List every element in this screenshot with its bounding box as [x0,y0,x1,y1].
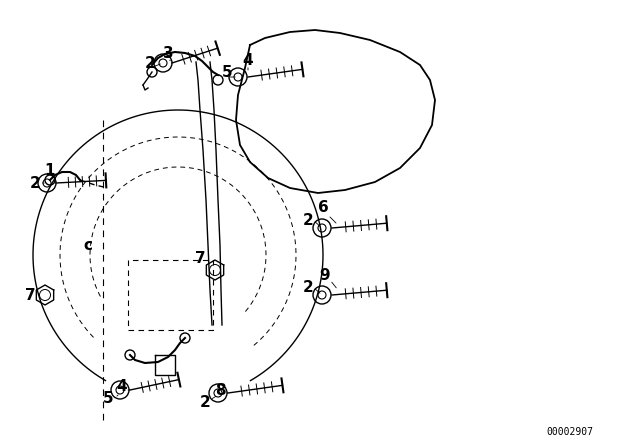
Text: 4: 4 [243,52,253,68]
Text: 2: 2 [303,280,314,294]
Text: 4: 4 [116,379,127,393]
Text: 3: 3 [163,46,173,60]
Text: 2: 2 [29,176,40,190]
Text: 9: 9 [320,267,330,283]
Text: 2: 2 [200,395,211,409]
Text: 00002907: 00002907 [547,427,593,437]
Text: 8: 8 [214,383,225,397]
Text: 6: 6 [317,199,328,215]
Text: 5: 5 [221,65,232,79]
Text: 2: 2 [145,56,156,70]
Text: c: c [83,237,93,253]
Text: 1: 1 [45,163,55,177]
Text: 7: 7 [195,250,205,266]
Text: 5: 5 [102,391,113,405]
Text: 2: 2 [303,212,314,228]
Text: 7: 7 [25,288,35,302]
